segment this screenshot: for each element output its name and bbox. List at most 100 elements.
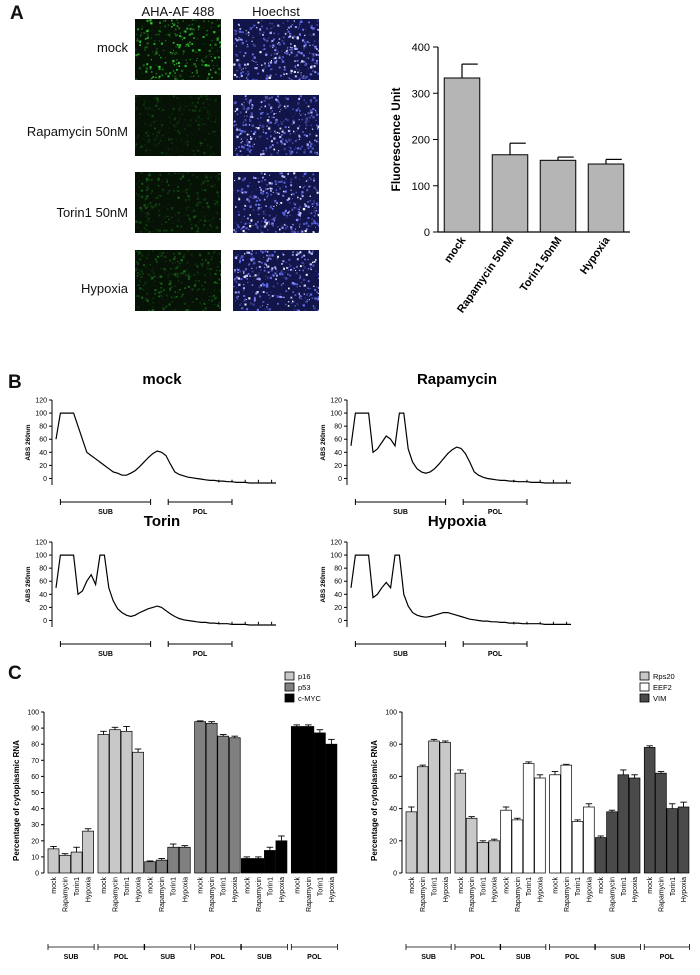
cell-speckle (188, 27, 190, 29)
cell-speckle (204, 197, 207, 200)
cell-speckle (203, 20, 205, 23)
cell-speckle (253, 24, 256, 27)
cell-speckle (237, 230, 239, 232)
y-axis-label: ABS 260nm (320, 424, 327, 460)
cell-speckle (261, 262, 263, 264)
cell-speckle (168, 34, 170, 36)
cell-speckle (187, 273, 190, 276)
cell-speckle (280, 74, 282, 77)
cell-speckle (296, 251, 298, 253)
cell-speckle (293, 267, 295, 269)
cell-speckle (268, 182, 272, 185)
cell-speckle (198, 128, 201, 130)
cell-speckle (198, 201, 201, 203)
row-label-rapamycin: Rapamycin 50nM (26, 124, 128, 139)
cell-speckle (217, 177, 220, 180)
cell-speckle (294, 64, 297, 67)
cell-speckle (303, 75, 305, 77)
cell-speckle (143, 285, 145, 286)
cell-speckle (266, 254, 268, 257)
cell-speckle (246, 77, 248, 79)
cell-speckle (241, 188, 244, 191)
cell-speckle (276, 204, 277, 206)
bar (314, 732, 326, 874)
cell-speckle (152, 268, 154, 270)
cell-speckle (283, 120, 285, 122)
cell-speckle (248, 99, 252, 103)
cell-speckle (266, 97, 269, 100)
cell-speckle (148, 231, 151, 233)
cell-speckle (293, 230, 295, 232)
cell-speckle (177, 225, 179, 228)
cell-speckle (183, 108, 185, 110)
cell-speckle (277, 150, 280, 152)
cell-speckle (300, 114, 302, 116)
cell-speckle (302, 76, 305, 79)
cell-speckle (137, 227, 139, 228)
cell-speckle (283, 147, 286, 151)
cell-speckle (236, 297, 239, 300)
cell-speckle (252, 36, 254, 38)
cell-speckle (166, 294, 168, 296)
absorbance-trace (350, 412, 571, 484)
cell-speckle (142, 103, 145, 107)
cell-speckle (283, 181, 286, 184)
cell-speckle (278, 41, 280, 44)
cell-speckle (257, 221, 259, 223)
cell-speckle (210, 56, 212, 58)
cell-speckle (154, 139, 156, 141)
cell-speckle (312, 33, 315, 36)
cell-speckle (212, 252, 214, 254)
cell-speckle (313, 65, 316, 68)
cell-speckle (178, 173, 180, 175)
cell-speckle (153, 142, 156, 144)
cell-speckle (258, 213, 260, 215)
cell-speckle (184, 30, 187, 33)
cell-speckle (195, 204, 198, 207)
cell-speckle (264, 220, 266, 223)
bar (511, 819, 524, 874)
cell-speckle (202, 228, 205, 231)
bar (82, 830, 94, 874)
cell-speckle (156, 108, 158, 111)
cell-speckle (146, 178, 149, 181)
cell-speckle (286, 52, 289, 55)
cell-speckle (252, 257, 255, 261)
cell-speckle (174, 129, 176, 131)
cell-speckle (309, 34, 311, 36)
cell-speckle (143, 227, 145, 229)
cell-speckle (309, 199, 312, 202)
cell-speckle (281, 40, 284, 42)
cell-speckle (217, 50, 219, 52)
cell-speckle (245, 299, 247, 301)
cell-speckle (291, 24, 293, 26)
cell-speckle (234, 269, 236, 271)
cell-speckle (304, 267, 306, 269)
cell-speckle (200, 144, 202, 146)
cell-speckle (264, 219, 267, 221)
cell-speckle (278, 56, 281, 59)
cell-speckle (144, 107, 147, 109)
cell-speckle (145, 195, 147, 198)
cell-speckle (239, 25, 240, 27)
cell-speckle (287, 212, 289, 214)
cell-speckle (287, 266, 289, 268)
cell-speckle (233, 124, 236, 127)
y-tick-label: 0 (338, 476, 342, 483)
cell-speckle (250, 259, 253, 262)
cell-speckle (245, 30, 247, 32)
cell-speckle (280, 271, 283, 274)
cell-speckle (313, 260, 316, 263)
cell-speckle (247, 101, 248, 103)
cell-speckle (139, 287, 142, 290)
y-tick-label: 0 (43, 618, 47, 625)
cell-speckle (241, 145, 244, 148)
cell-speckle (148, 106, 151, 109)
cell-speckle (192, 136, 195, 139)
cell-speckle (146, 108, 148, 110)
cell-speckle (175, 138, 177, 140)
cell-speckle (253, 262, 256, 265)
y-tick-label: 100 (412, 181, 430, 193)
cell-speckle (171, 19, 173, 22)
cell-speckle (291, 254, 294, 256)
